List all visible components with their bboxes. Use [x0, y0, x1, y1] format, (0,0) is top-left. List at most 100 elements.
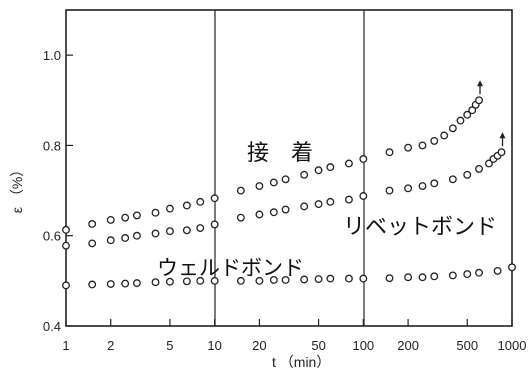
data-point	[88, 220, 97, 228]
data-point	[359, 155, 368, 163]
data-point	[62, 241, 70, 250]
data-point	[385, 186, 394, 195]
series-2	[62, 263, 516, 290]
data-point	[326, 274, 335, 283]
data-point	[326, 197, 335, 206]
data-point	[418, 141, 427, 150]
data-point	[344, 159, 353, 168]
data-point	[448, 271, 457, 280]
y-tick-label: 1.0	[43, 48, 61, 63]
data-point	[314, 200, 323, 209]
x-axis-title: t （min）	[272, 354, 330, 370]
x-tick-label: 500	[456, 338, 478, 353]
data-point	[151, 229, 160, 238]
data-point	[121, 234, 130, 242]
data-point	[344, 274, 353, 283]
y-tick-label: 0.6	[43, 229, 61, 244]
data-point	[255, 276, 264, 285]
data-point	[456, 116, 465, 125]
data-point	[314, 166, 323, 175]
data-point	[182, 201, 191, 210]
plot-frame	[65, 9, 513, 327]
data-point	[404, 143, 413, 152]
data-point	[475, 96, 483, 105]
y-axis-title: ε （%）	[9, 163, 25, 214]
data-point	[210, 276, 219, 285]
data-point	[300, 275, 309, 284]
data-point	[497, 148, 506, 157]
data-point	[430, 179, 439, 188]
data-point	[314, 275, 323, 284]
data-point	[468, 106, 477, 115]
data-point	[485, 159, 493, 168]
x-axis: 1 2 5 10 20 50 100 200 500 1000	[62, 319, 526, 353]
data-point	[448, 175, 457, 184]
data-point	[151, 278, 160, 287]
data-point	[463, 170, 472, 179]
data-point	[385, 148, 394, 157]
data-point	[475, 268, 483, 277]
data-point	[300, 170, 309, 179]
x-tick-label: 5	[166, 338, 173, 353]
data-point	[255, 210, 264, 219]
data-point	[88, 280, 97, 289]
data-point	[281, 276, 290, 284]
data-point	[300, 202, 309, 211]
data-point	[404, 184, 413, 193]
data-point	[236, 186, 245, 195]
data-point	[132, 231, 141, 240]
data-point	[182, 226, 191, 235]
data-point	[165, 227, 174, 236]
data-point	[463, 110, 472, 119]
data-point	[493, 266, 502, 275]
data-point	[132, 211, 141, 220]
data-point	[62, 281, 70, 290]
data-point	[269, 276, 278, 284]
data-point	[359, 274, 368, 283]
data-point	[196, 197, 205, 206]
x-tick-label: 20	[252, 338, 266, 353]
x-tick-label: 1000	[498, 338, 527, 353]
data-point	[165, 204, 174, 213]
series-label-weld-bond: ウェルドボンド	[157, 256, 304, 280]
data-point	[430, 272, 439, 281]
trend-arrow-head	[499, 132, 506, 139]
series-1	[62, 132, 506, 250]
data-point	[106, 215, 115, 224]
data-point	[210, 194, 219, 203]
y-axis: 0.4 0.6 0.8 1.0	[43, 48, 73, 334]
data-point	[121, 279, 130, 288]
data-point	[448, 124, 457, 133]
data-point	[236, 276, 245, 285]
data-point	[121, 213, 130, 222]
series-0	[62, 80, 484, 234]
series-label-rivet-bond: リベットボンド	[343, 215, 497, 240]
data-point	[165, 277, 174, 286]
x-tick-label: 100	[352, 338, 374, 353]
data-point	[269, 178, 278, 187]
data-point	[359, 192, 368, 200]
series-label-adhesive: 接 着	[247, 141, 313, 166]
data-point	[196, 224, 205, 232]
data-point	[418, 273, 427, 282]
data-point	[440, 131, 449, 140]
data-point	[151, 208, 160, 217]
data-point	[463, 270, 472, 279]
data-point	[236, 213, 245, 222]
data-point	[508, 263, 516, 272]
data-point	[475, 164, 483, 173]
data-point	[196, 276, 205, 285]
data-point	[404, 273, 413, 282]
data-point	[269, 208, 278, 217]
data-point	[418, 182, 427, 191]
data-point	[281, 205, 290, 214]
x-tick-label: 50	[311, 338, 325, 353]
x-tick-label: 200	[397, 338, 419, 353]
data-point	[326, 163, 335, 172]
data-point	[281, 175, 290, 184]
data-point	[132, 279, 141, 288]
series-layer	[62, 80, 516, 290]
trend-arrow-head	[477, 80, 484, 87]
data-point	[344, 195, 353, 204]
